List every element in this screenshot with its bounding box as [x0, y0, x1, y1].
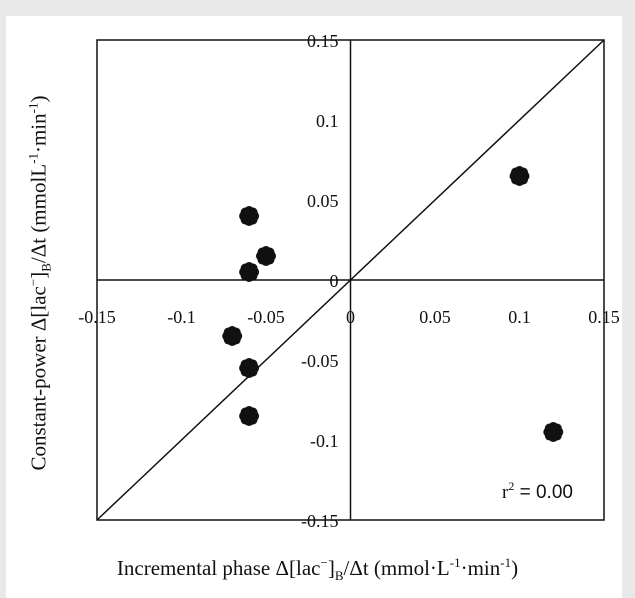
data-point	[239, 358, 260, 379]
data-point-core	[258, 248, 274, 264]
r-letter: r	[502, 482, 509, 503]
y-label-close: )	[26, 95, 51, 102]
data-point-core	[241, 408, 257, 424]
y-tick-label: 0.05	[307, 191, 339, 211]
data-point-core	[545, 424, 561, 440]
r-superscript: 2	[508, 479, 514, 493]
x-tick-label: 0.05	[419, 307, 451, 327]
x-label-sup-min: -1	[500, 555, 512, 570]
y-tick-label: -0.05	[301, 351, 339, 371]
data-point-core	[241, 360, 257, 376]
y-tick-label: 0.1	[316, 111, 339, 131]
tick-labels: -0.15 -0.1 -0.05 0 0.05 0.1 0.15 -0.15 -0.1 -0.05…	[78, 31, 620, 531]
data-point	[222, 326, 243, 347]
data-point	[543, 422, 564, 443]
x-tick-label: -0.05	[247, 307, 285, 327]
x-tick-label: 0.15	[588, 307, 620, 327]
data-point-core	[241, 208, 257, 224]
x-label-bracket: ]	[327, 556, 335, 580]
identity-line	[96, 39, 605, 521]
x-tick-label: 0	[346, 307, 355, 327]
y-label-sub-b: B	[38, 262, 54, 272]
axes-layer	[96, 39, 605, 521]
data-point-core	[224, 328, 240, 344]
y-label-min: ·min	[26, 112, 51, 153]
x-label-sup-l: -1	[449, 555, 461, 570]
y-label-units: /Δt (mmolL	[26, 163, 51, 263]
x-tick-label: -0.15	[78, 307, 116, 327]
x-label-main: Incremental phase Δ[lac	[116, 556, 321, 580]
data-point	[239, 262, 260, 283]
data-point-core	[241, 264, 257, 280]
x-tick-label: 0.1	[508, 307, 531, 327]
top-band	[0, 0, 635, 16]
x-tick-label: -0.1	[167, 307, 196, 327]
y-label-main: Constant-power Δ[lac	[26, 285, 51, 470]
x-label-close: )	[511, 556, 519, 580]
y-axis-label: Constant-power Δ[lac−]B/Δt (mmolL-1·min-…	[25, 95, 54, 470]
y-label-sup-minus: −	[25, 278, 41, 286]
x-label-sub-b: B	[334, 568, 344, 584]
y-tick-label: 0	[330, 271, 339, 291]
y-tick-label: 0.15	[307, 31, 339, 51]
y-label-sup-min: -1	[25, 102, 41, 113]
x-label-sup-minus: −	[320, 555, 328, 570]
r-squared-annotation: r2 = 0.00	[502, 479, 573, 503]
data-point	[239, 406, 260, 427]
y-label-bracket: ]	[26, 271, 51, 279]
y-tick-label: -0.15	[301, 511, 339, 531]
data-points	[222, 166, 564, 443]
data-point	[255, 246, 277, 267]
y-tick-label: -0.1	[310, 431, 339, 451]
x-label-min: ·min	[460, 556, 501, 580]
x-axis-label: Incremental phase Δ[lac−]B/Δt (mmol·L-1·…	[0, 555, 635, 584]
y-axis-label-wrap: Constant-power Δ[lac−]B/Δt (mmolL-1·min-…	[20, 40, 60, 525]
r-value: = 0.00	[514, 482, 573, 503]
y-label-sup-l: -1	[25, 152, 41, 164]
x-label-units: /Δt (mmol·L	[343, 556, 450, 580]
chart-panel	[6, 16, 622, 598]
data-point	[509, 166, 530, 186]
data-point-core	[512, 168, 527, 184]
data-point	[239, 206, 260, 226]
